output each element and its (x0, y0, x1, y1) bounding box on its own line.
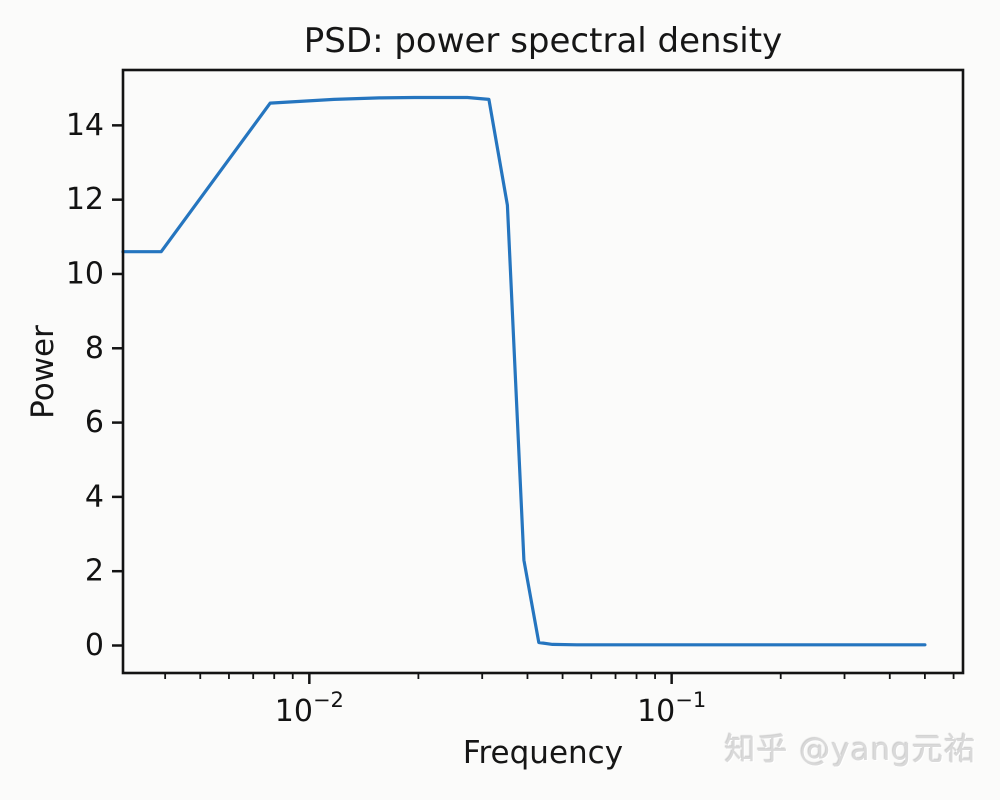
plot-frame (121, 68, 965, 675)
psd-curve (121, 95, 927, 647)
y-tick-label: 8 (85, 331, 104, 366)
y-tick-label: 0 (85, 628, 104, 663)
watermark: 知乎 @yang元祐 (724, 732, 976, 768)
x-tick-label: 10−1 (637, 688, 706, 729)
y-tick-label: 12 (66, 182, 104, 217)
y-tick-label: 14 (66, 108, 104, 143)
y-tick-label: 6 (85, 405, 104, 440)
y-tick-label: 2 (85, 554, 104, 589)
x-tick-label: 10−2 (275, 688, 344, 729)
chart-title: PSD: power spectral density (303, 21, 783, 61)
y-tick-label: 10 (66, 256, 104, 291)
y-tick-label: 4 (85, 479, 104, 514)
x-axis-label: Frequency (462, 735, 624, 771)
